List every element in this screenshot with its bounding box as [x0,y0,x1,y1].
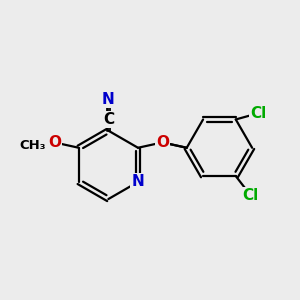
Text: O: O [156,135,169,150]
Text: CH₃: CH₃ [20,139,46,152]
Text: N: N [102,92,115,107]
Text: Cl: Cl [242,188,259,203]
Text: Cl: Cl [250,106,267,121]
Text: N: N [132,175,144,190]
Text: C: C [103,112,114,127]
Text: O: O [48,135,61,150]
